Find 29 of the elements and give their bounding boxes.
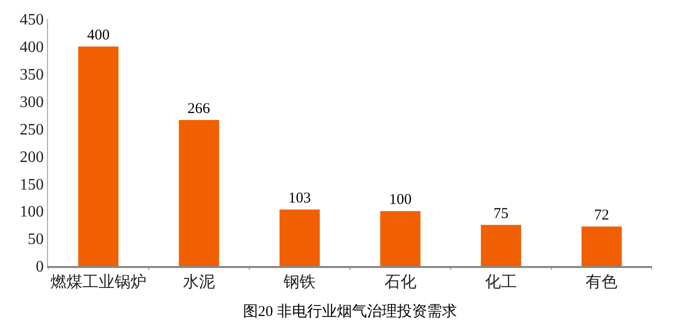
bar	[78, 46, 118, 266]
data-label: 100	[389, 192, 412, 208]
x-tick-label: 钢铁	[282, 274, 316, 292]
data-label: 400	[87, 27, 110, 44]
y-tick-label: 200	[20, 148, 44, 166]
y-tick-label: 250	[20, 121, 44, 138]
x-tick-label: 水泥	[183, 273, 215, 292]
bar	[582, 226, 622, 266]
bar	[280, 209, 320, 266]
x-tick-label: 石化	[384, 274, 416, 292]
x-tick-label: 化工	[485, 274, 517, 292]
y-tick-label: 50	[28, 231, 44, 248]
y-tick-label: 300	[20, 94, 44, 111]
bar	[480, 224, 522, 266]
bar	[380, 211, 420, 266]
y-tick-label: 450	[20, 12, 44, 29]
x-tick-label: 燃煤工业锅炉	[50, 273, 146, 292]
y-tick-label: 350	[20, 66, 44, 84]
y-tick-label: 150	[20, 176, 44, 194]
y-tick-label: 400	[20, 39, 44, 56]
y-tick-label: 100	[20, 204, 44, 221]
data-label: 72	[594, 207, 610, 224]
data-label: 266	[188, 101, 210, 117]
x-tick-label: 有色	[586, 274, 618, 292]
data-label: 75	[494, 206, 508, 222]
y-tick-label: 0	[36, 258, 44, 276]
text: 图20 非电行业烟气治理投资需求	[243, 303, 457, 320]
bar	[178, 120, 220, 266]
data-label: 103	[288, 190, 311, 206]
